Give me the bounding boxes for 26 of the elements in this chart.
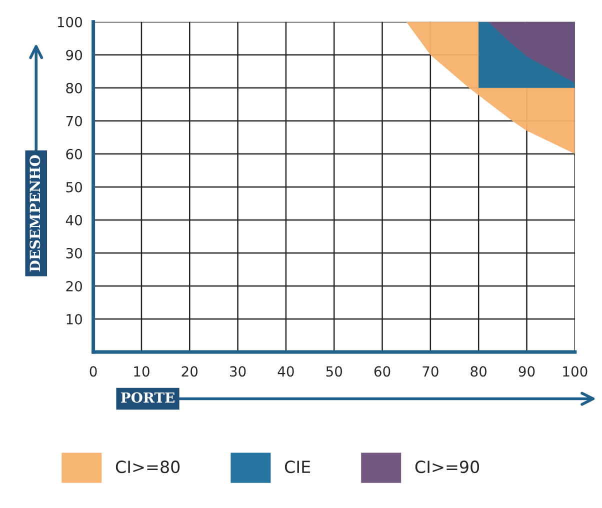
legend-label: CIE [284, 460, 310, 474]
x-tick-label: 0 [90, 366, 97, 377]
legend-label: CI>=90 [415, 460, 480, 474]
x-tick-label: 10 [134, 366, 150, 377]
y-tick-label: 100 [58, 16, 82, 28]
x-tick-label: 40 [278, 366, 294, 377]
y-tick-label: 10 [66, 314, 82, 324]
x-tick-label: 100 [563, 366, 588, 377]
legend-label: CI>=80 [116, 460, 180, 474]
x-axis-title: PORTE [121, 392, 174, 403]
x-tick-label: 20 [182, 366, 198, 377]
y-tick-label: 50 [66, 182, 82, 192]
y-axis-title: DESEMPENHO [30, 155, 40, 272]
y-tick-label: 60 [66, 148, 82, 160]
y-tick-label: 70 [66, 116, 82, 126]
x-tick-label: 80 [470, 366, 487, 377]
y-tick-label: 30 [66, 248, 82, 258]
x-tick-label: 90 [518, 366, 535, 377]
x-tick-label: 70 [422, 366, 438, 377]
x-tick-label: 50 [326, 366, 342, 377]
y-tick-label: 20 [66, 280, 82, 292]
y-tick-label: 80 [66, 82, 82, 94]
y-tick-label: 90 [66, 50, 82, 60]
x-tick-label: 60 [374, 366, 390, 377]
x-tick-label: 30 [230, 366, 246, 377]
y-tick-label: 40 [66, 214, 82, 226]
